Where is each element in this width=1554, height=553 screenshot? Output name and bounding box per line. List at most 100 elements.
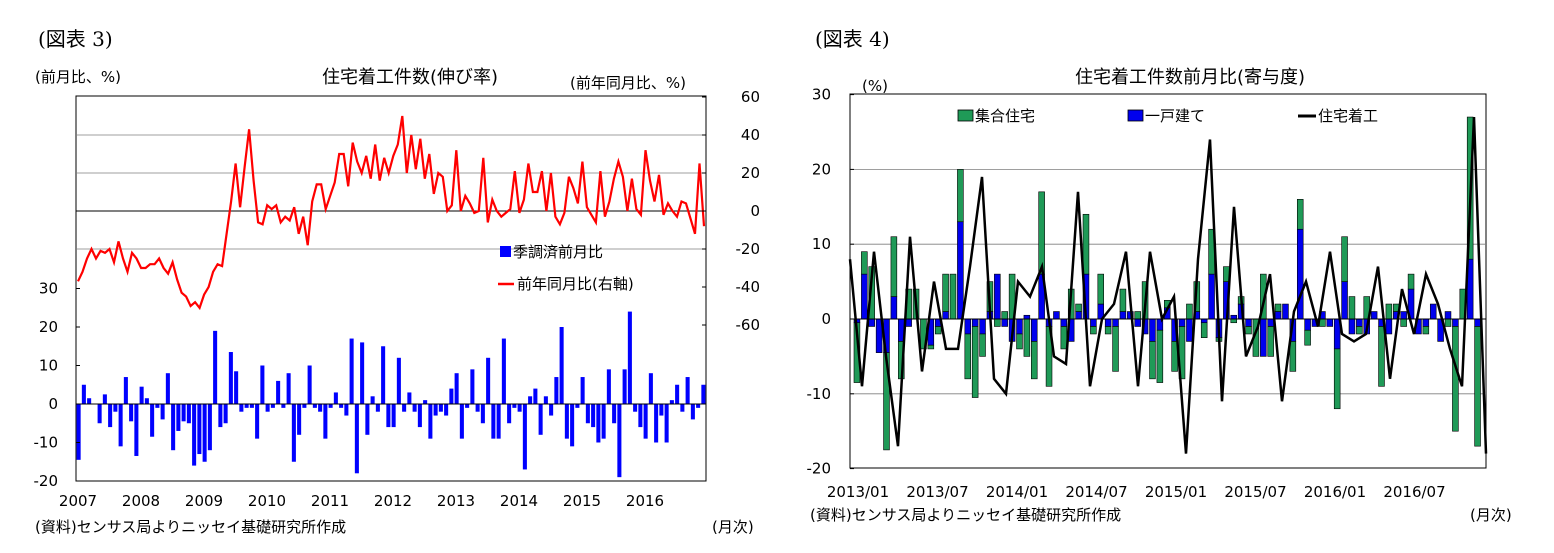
bar-mom [213, 330, 218, 404]
bar-single [1200, 318, 1208, 324]
bar-single [1370, 311, 1378, 320]
x-unit-label-3: (月次) [712, 518, 754, 536]
bar-multi [1016, 333, 1023, 350]
bar-mom [433, 404, 438, 416]
bar-single [1090, 318, 1097, 327]
bar-multi [890, 236, 898, 297]
bar-single [1282, 303, 1289, 320]
bar-mom [685, 377, 690, 404]
y-tick-label: -20 [807, 460, 832, 478]
bar-mom [396, 357, 401, 404]
x-ticks-4: 2013/01 2013/07 2014/01 2014/07 2015/01 2015/… [827, 483, 1446, 501]
bar-single [1149, 318, 1156, 342]
x-tick-label: 2014 [500, 492, 538, 510]
bar-mom [585, 404, 590, 424]
bar-single [1341, 281, 1348, 320]
bar-mom [543, 396, 548, 404]
bar-single [1186, 318, 1193, 342]
bar-single [1326, 318, 1334, 327]
bar-single [1112, 318, 1119, 327]
bar-mom [417, 404, 422, 428]
bar-multi [1082, 213, 1090, 275]
figure-label-4: (図表 4) [815, 27, 890, 51]
y-unit-label-4: (%) [862, 77, 888, 95]
chart-yoy-starts: (図表 3) 住宅着工件数(伸び率) (前月比、%) (前年同月比、%) 30 2… [34, 27, 761, 536]
x-tick-label: 2011 [311, 492, 349, 510]
bar-mom [486, 357, 491, 404]
legend-swatch-multi [957, 109, 974, 122]
bar-mom [192, 404, 197, 466]
bar-mom [265, 404, 270, 412]
bar-mom [690, 404, 695, 420]
bar-single [890, 296, 898, 320]
left-tick-label: 10 [39, 357, 58, 375]
bar-mom [480, 404, 485, 424]
bar-mom [360, 342, 365, 404]
bar-single [942, 311, 949, 320]
x-tick-label: 2013/01 [827, 483, 889, 501]
bar-single [964, 318, 972, 335]
bar-single [1274, 311, 1282, 320]
bar-mom [381, 346, 386, 404]
bar-mom [612, 404, 617, 424]
left-tick-label: -20 [34, 472, 59, 490]
bar-mom [454, 373, 459, 404]
bar-multi [1031, 341, 1038, 380]
bar-series-mom [76, 311, 706, 478]
bar-mom [354, 404, 359, 474]
bar-mom [134, 404, 139, 456]
bar-mom [701, 384, 706, 404]
bar-mom [181, 404, 186, 422]
bar-single [971, 318, 979, 327]
bar-mom [160, 404, 165, 420]
bar-multi [1245, 326, 1252, 335]
bar-multi [1333, 348, 1341, 410]
bar-mom [150, 404, 155, 437]
bar-multi [971, 326, 979, 398]
right-tick-label: 40 [741, 126, 760, 144]
bar-single [1031, 318, 1038, 342]
bar-mom [428, 404, 433, 439]
right-tick-label: -40 [736, 278, 761, 296]
x-tick-label: 2009 [185, 492, 223, 510]
bar-mom [207, 404, 212, 451]
legend-swatch-bars [500, 246, 511, 257]
bar-single [979, 318, 986, 335]
bar-mom [223, 404, 228, 424]
line-series-total [848, 116, 1488, 454]
stacked-bar-series [853, 116, 1481, 451]
bar-mom [402, 404, 407, 412]
bar-multi [1112, 326, 1119, 372]
bar-multi [1001, 311, 1008, 320]
bar-mom [339, 404, 344, 408]
figure-label-3: (図表 3) [38, 27, 113, 51]
bar-mom [186, 404, 191, 424]
bar-mom [260, 365, 265, 404]
bar-mom [333, 392, 338, 404]
bar-mom [580, 377, 585, 404]
bar-mom [302, 404, 307, 408]
bar-multi [994, 318, 1001, 327]
bar-mom [643, 404, 648, 439]
bar-mom [97, 404, 102, 424]
bar-multi [1319, 318, 1326, 327]
bar-mom [638, 404, 643, 428]
bar-mom [491, 404, 496, 439]
bar-mom [570, 404, 575, 447]
bar-single [1444, 311, 1452, 320]
bar-multi [1038, 191, 1045, 275]
bar-mom [108, 404, 113, 428]
left-axis-label: (前月比、%) [35, 68, 121, 86]
bar-multi [1407, 273, 1415, 290]
legend-label-single: 一戸建て [1145, 107, 1205, 125]
bar-mom [627, 311, 632, 404]
bar-mom [412, 404, 417, 412]
bar-single [1452, 318, 1459, 327]
bar-mom [606, 369, 611, 404]
x-tick-label: 2012 [374, 492, 412, 510]
bar-mom [197, 404, 202, 455]
bar-single [905, 318, 912, 327]
bar-single [1023, 314, 1031, 320]
bar-mom [365, 404, 370, 435]
bar-mom [475, 404, 480, 412]
